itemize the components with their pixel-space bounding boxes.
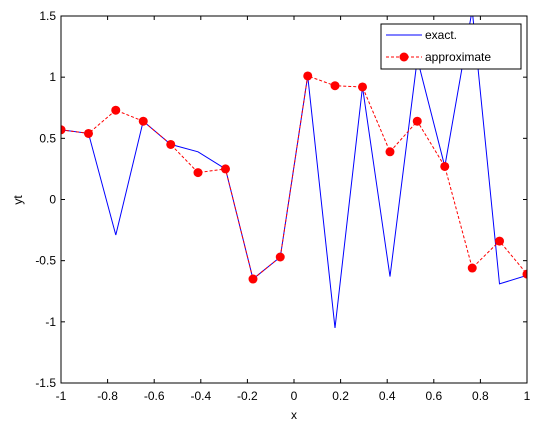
y-tick-label: 1.5 [39, 9, 56, 23]
x-tick-label: -0.6 [144, 389, 165, 403]
y-axis-label: yt [11, 195, 25, 205]
data-point-approximate [83, 128, 93, 138]
x-axis-label: x [291, 408, 297, 422]
y-tick-label: 0.5 [39, 131, 56, 145]
y-tick-label: -1 [45, 315, 56, 329]
data-point-approximate [220, 164, 230, 174]
data-point-approximate [248, 274, 258, 284]
x-tick-label: -0.4 [190, 389, 211, 403]
y-tick-label: 1 [49, 70, 56, 84]
data-point-approximate [303, 71, 313, 81]
data-point-approximate [412, 116, 422, 126]
plot-area [61, 16, 527, 383]
series-layer [61, 16, 527, 328]
data-point-approximate [330, 81, 340, 91]
y-tick-label: -0.5 [35, 254, 56, 268]
data-point-approximate [467, 263, 477, 273]
legend-marker-approximate [399, 52, 409, 62]
data-point-approximate [385, 147, 395, 157]
x-tick-label: -0.2 [237, 389, 258, 403]
x-tick-label: 0 [291, 389, 298, 403]
x-tick-label: -0.8 [97, 389, 118, 403]
x-tick-label: 1 [524, 389, 531, 403]
x-tick-label: -1 [56, 389, 67, 403]
data-point-approximate [111, 105, 121, 115]
legend-label-exact: exact. [425, 28, 457, 42]
legend-box [380, 23, 522, 70]
data-point-approximate [193, 168, 203, 178]
data-point-approximate [358, 82, 368, 92]
data-point-approximate [495, 236, 505, 246]
x-tick-label: 0.8 [472, 389, 489, 403]
y-tick-label: 0 [49, 193, 56, 207]
data-point-approximate [522, 269, 527, 279]
data-point-approximate [275, 252, 285, 262]
x-tick-label: 0.2 [332, 389, 349, 403]
axes-layer: -1 -0.8 -0.6 -0.4 -0.2 0 0.2 0.4 0.6 0.8 1-1.5-1-0… [35, 9, 530, 403]
data-point-approximate [61, 125, 66, 135]
x-tick-label: 0.6 [425, 389, 442, 403]
data-point-approximate [440, 161, 450, 171]
legend-label-approximate: approximate [425, 50, 491, 64]
x-tick-label: 0.4 [379, 389, 396, 403]
data-point-approximate [138, 116, 148, 126]
data-point-approximate [166, 139, 176, 149]
y-tick-label: -1.5 [35, 376, 56, 390]
legend: exact. approximate [380, 23, 522, 70]
series-line-approximate [61, 75, 527, 280]
plot-background [61, 16, 527, 383]
